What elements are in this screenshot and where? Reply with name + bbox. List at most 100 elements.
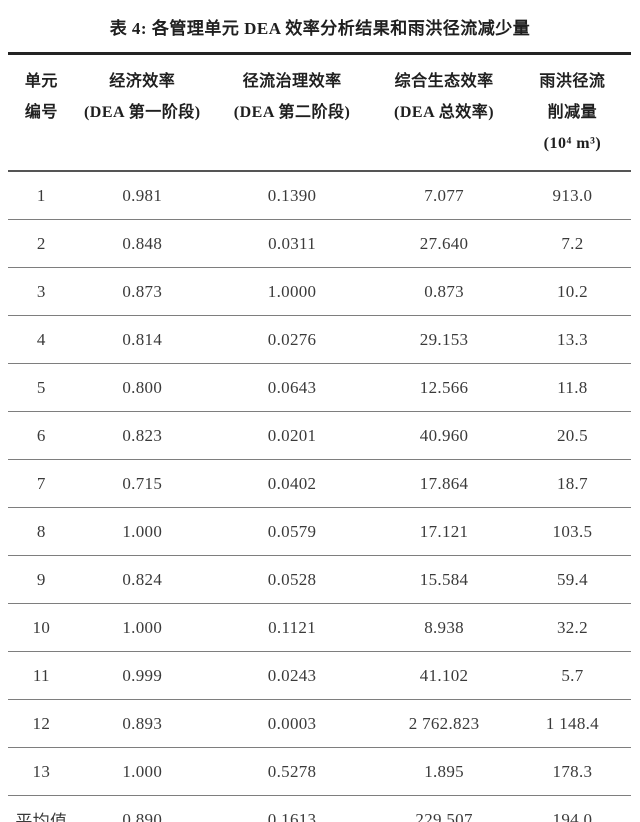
table-cell: 12.566 — [374, 363, 514, 412]
table-cell: 0.5278 — [209, 747, 375, 796]
table-row: 6 0.823 0.0201 40.960 20.5 — [8, 411, 631, 460]
table-cell: 913.0 — [513, 171, 631, 220]
table-cell: 13 — [8, 747, 75, 796]
table-cell: 41.102 — [374, 651, 514, 700]
table-cell: 103.5 — [513, 507, 631, 556]
table-cell: 0.981 — [74, 171, 210, 220]
table-cell: 0.0643 — [209, 363, 375, 412]
table-cell: 8.938 — [374, 603, 514, 652]
table-cell: 0.0243 — [209, 651, 375, 700]
table-cell: 0.0402 — [209, 459, 375, 508]
table-cell: 29.153 — [374, 315, 514, 364]
table-cell: 32.2 — [513, 603, 631, 652]
table-cell: 0.1613 — [267, 809, 317, 822]
header-line: 经济效率 — [109, 73, 176, 90]
table-row: 5 0.800 0.0643 12.566 11.8 — [8, 363, 631, 412]
table-cell: 0.824 — [74, 555, 210, 604]
table-cell: 12 — [8, 699, 75, 748]
table-cell: 13.3 — [513, 315, 631, 364]
table-cell: 5 — [8, 363, 75, 412]
table-row: 9 0.824 0.0528 15.584 59.4 — [8, 555, 631, 604]
header-line: (DEA 总效率) — [394, 104, 495, 121]
table-cell: 8 — [8, 507, 75, 556]
table-cell: 0.1390 — [209, 171, 375, 220]
table-cell: 0.814 — [74, 315, 210, 364]
table-cell: 0.0311 — [209, 219, 375, 268]
table-cell: 0.873 — [374, 267, 514, 316]
table-cell: 0.1121 — [209, 603, 375, 652]
header-economic-efficiency: 经济效率 (DEA 第一阶段) — [74, 53, 210, 172]
table-cell: 20.5 — [513, 411, 631, 460]
table-cell: 3 — [8, 267, 75, 316]
table-cell: 0.800 — [74, 363, 210, 412]
table-cell: 9 — [8, 555, 75, 604]
table-cell: 1.000 — [74, 603, 210, 652]
table-cell: 0.848 — [74, 219, 210, 268]
table-cell: 0.0579 — [209, 507, 375, 556]
table-cell: 2 762.823 — [374, 699, 514, 748]
header-line: 编号 — [24, 104, 58, 121]
table-header: 单元 编号 经济效率 (DEA 第一阶段) 径流治理效率 (DEA 第二阶段) … — [8, 53, 631, 172]
header-line: 雨洪径流 — [539, 73, 606, 90]
header-line: 单元 — [24, 73, 58, 90]
table-cell: 11.8 — [513, 363, 631, 412]
table-cell: 229.507 — [415, 809, 473, 822]
table-row-average: 平均值 0.890 0.1613 229.507 194.0 — [8, 796, 631, 822]
table-cell: 0.0003 — [209, 699, 375, 748]
table-cell: 11 — [8, 651, 75, 700]
table-row: 12 0.893 0.0003 2 762.823 1 148.4 — [8, 699, 631, 748]
table-cell: 18.7 — [513, 459, 631, 508]
dea-efficiency-table: 单元 编号 经济效率 (DEA 第一阶段) 径流治理效率 (DEA 第二阶段) … — [8, 52, 631, 822]
table-cell: 0.0201 — [209, 411, 375, 460]
table-cell: 1.895 — [374, 747, 514, 796]
table-cell: 0.0528 — [209, 555, 375, 604]
table-cell: 0.890 — [122, 809, 163, 822]
header-line: (DEA 第二阶段) — [233, 104, 351, 121]
table-cell: 0.873 — [74, 267, 210, 316]
header-line-unit: (10⁴ m³) — [543, 135, 602, 152]
table-cell: 40.960 — [374, 411, 514, 460]
table-cell: 0.893 — [74, 699, 210, 748]
table-cell: 1.0000 — [209, 267, 375, 316]
header-line: (DEA 第一阶段) — [83, 104, 201, 121]
table-cell: 1 — [8, 171, 75, 220]
table-cell: 6 — [8, 411, 75, 460]
table-row: 13 1.000 0.5278 1.895 178.3 — [8, 747, 631, 796]
table-row: 11 0.999 0.0243 41.102 5.7 — [8, 651, 631, 700]
table-cell: 17.864 — [374, 459, 514, 508]
header-unit-id: 单元 编号 — [8, 53, 75, 172]
table-cell: 0.999 — [74, 651, 210, 700]
table-cell: 178.3 — [513, 747, 631, 796]
table-cell: 5.7 — [513, 651, 631, 700]
table-row: 10 1.000 0.1121 8.938 32.2 — [8, 603, 631, 652]
table-cell: 1.000 — [74, 747, 210, 796]
table-row: 2 0.848 0.0311 27.640 7.2 — [8, 219, 631, 268]
table-cell: 平均值 — [15, 812, 68, 822]
table-cell: 1.000 — [74, 507, 210, 556]
header-runoff-reduction: 雨洪径流 削减量 (10⁴ m³) — [513, 53, 631, 172]
table-body: 1 0.981 0.1390 7.077 913.0 2 0.848 0.031… — [8, 171, 631, 822]
table-cell: 4 — [8, 315, 75, 364]
table-row: 7 0.715 0.0402 17.864 18.7 — [8, 459, 631, 508]
table-cell: 0.715 — [74, 459, 210, 508]
table-cell: 7.2 — [513, 219, 631, 268]
table-cell: 1 148.4 — [513, 699, 631, 748]
table-cell: 10.2 — [513, 267, 631, 316]
table-row: 4 0.814 0.0276 29.153 13.3 — [8, 315, 631, 364]
table-row: 1 0.981 0.1390 7.077 913.0 — [8, 171, 631, 220]
table-row: 8 1.000 0.0579 17.121 103.5 — [8, 507, 631, 556]
table-cell: 27.640 — [374, 219, 514, 268]
header-row: 单元 编号 经济效率 (DEA 第一阶段) 径流治理效率 (DEA 第二阶段) … — [8, 53, 631, 172]
table-cell: 0.0276 — [209, 315, 375, 364]
table-cell: 10 — [8, 603, 75, 652]
header-line: 削减量 — [547, 104, 598, 121]
table-title: 表 4: 各管理单元 DEA 效率分析结果和雨洪径流减少量 — [109, 18, 531, 38]
table-cell: 15.584 — [374, 555, 514, 604]
header-line: 径流治理效率 — [242, 73, 342, 90]
header-eco-efficiency: 综合生态效率 (DEA 总效率) — [374, 53, 514, 172]
table-cell: 2 — [8, 219, 75, 268]
table-cell: 7 — [8, 459, 75, 508]
table-cell: 59.4 — [513, 555, 631, 604]
table-cell: 194.0 — [552, 809, 593, 822]
